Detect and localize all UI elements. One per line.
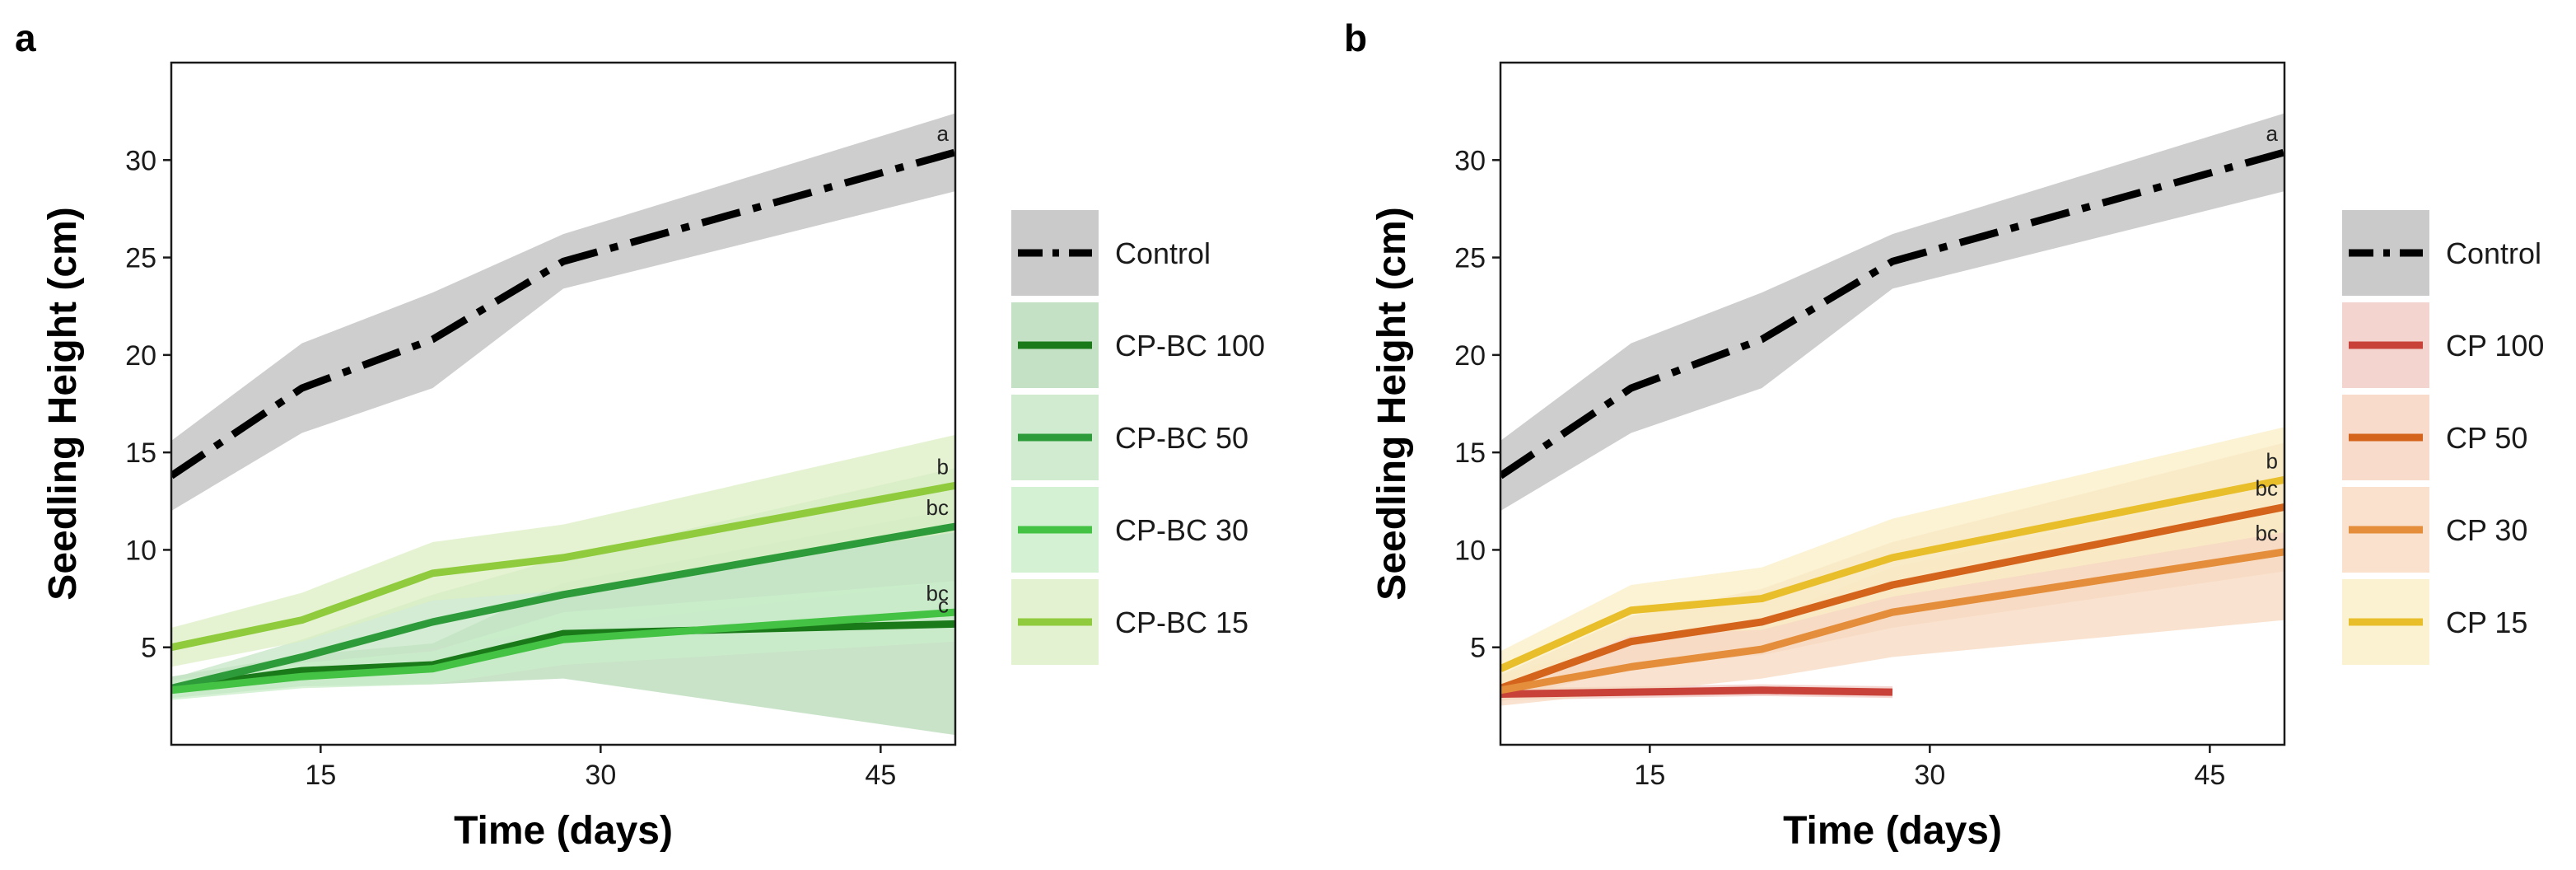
y-tick-label: 10 bbox=[125, 535, 156, 566]
line-cp-100 bbox=[1500, 686, 1893, 698]
sig-label-cp-bc-50: bc bbox=[926, 495, 949, 520]
line-cp-50 bbox=[1500, 503, 2284, 692]
y-tick-label: 20 bbox=[125, 340, 156, 372]
plot-frame bbox=[170, 61, 957, 746]
x-tick-label: 45 bbox=[2194, 760, 2225, 791]
y-axis-title: Seedling Height (cm) bbox=[41, 207, 85, 600]
legend-label: CP 100 bbox=[2446, 329, 2544, 362]
band-cp-bc-15 bbox=[171, 434, 955, 667]
legend-label: Control bbox=[1115, 236, 1211, 270]
x-axis-title: Time (days) bbox=[1783, 809, 2002, 853]
band-control bbox=[1500, 113, 2284, 512]
band-control bbox=[171, 113, 955, 512]
sig-label-cp-bc-15: b bbox=[937, 454, 949, 479]
line-cp-15 bbox=[1500, 475, 2284, 672]
x-tick-label: 30 bbox=[1914, 760, 1945, 791]
series-lines bbox=[171, 148, 955, 695]
series-lines bbox=[1500, 148, 2284, 698]
legend-item-cp-15: CP 15 bbox=[2342, 579, 2527, 665]
legend-label: CP 50 bbox=[2446, 421, 2527, 455]
legend-item-cp-bc-50: CP-BC 50 bbox=[1011, 395, 1248, 480]
panel-letter-a: a bbox=[15, 16, 36, 59]
legend: Control CP 100 CP 50 CP 30 CP 15 bbox=[2342, 210, 2544, 665]
legend-label: CP 15 bbox=[2446, 606, 2527, 639]
x-tick-label: 30 bbox=[585, 760, 616, 791]
y-tick-label: 5 bbox=[141, 633, 156, 664]
panel-letter-b: b bbox=[1344, 16, 1367, 59]
sig-label-cp-50: bc bbox=[2256, 475, 2278, 500]
legend: Control CP-BC 100 CP-BC 50 CP-BC 30 CP-BC 15 bbox=[1011, 210, 1265, 665]
line-control bbox=[1500, 148, 2284, 479]
legend-item-cp-bc-15: CP-BC 15 bbox=[1011, 579, 1248, 665]
x-tick-label: 15 bbox=[305, 760, 336, 791]
y-tick-label: 30 bbox=[125, 145, 156, 176]
line-control bbox=[171, 148, 955, 479]
y-tick-label: 30 bbox=[1454, 145, 1486, 176]
line-cp-30 bbox=[1500, 548, 2284, 695]
legend-item-cp-bc-100: CP-BC 100 bbox=[1011, 302, 1265, 388]
sig-label-control: a bbox=[937, 121, 950, 146]
legend-item-control: Control bbox=[2342, 210, 2541, 296]
y-tick-label: 5 bbox=[1470, 633, 1486, 664]
legend-item-cp-30: CP 30 bbox=[2342, 487, 2527, 573]
y-tick-label: 10 bbox=[1454, 535, 1486, 566]
sig-label-cp-bc-30: bc bbox=[926, 581, 949, 606]
sig-label-cp-30: bc bbox=[2256, 521, 2278, 545]
legend-label: CP-BC 100 bbox=[1115, 329, 1265, 362]
line-cp-bc-15 bbox=[171, 481, 955, 652]
legend-label: CP-BC 30 bbox=[1115, 513, 1248, 547]
line-cp-bc-30 bbox=[171, 608, 955, 695]
y-tick-label: 25 bbox=[1454, 243, 1486, 274]
y-tick-label: 15 bbox=[125, 437, 156, 469]
x-tick-label: 45 bbox=[865, 760, 896, 791]
line-cp-bc-50 bbox=[171, 522, 955, 692]
legend-label: CP-BC 15 bbox=[1115, 606, 1248, 639]
legend-item-cp-50: CP 50 bbox=[2342, 395, 2527, 480]
legend-item-control: Control bbox=[1011, 210, 1211, 296]
sig-label-cp-15: b bbox=[2266, 448, 2278, 473]
y-tick-label: 25 bbox=[125, 243, 156, 274]
legend-item-cp-bc-30: CP-BC 30 bbox=[1011, 487, 1248, 573]
x-tick-label: 15 bbox=[1634, 760, 1665, 791]
y-tick-label: 20 bbox=[1454, 340, 1486, 372]
y-tick-label: 15 bbox=[1454, 437, 1486, 469]
legend-item-cp-100: CP 100 bbox=[2342, 302, 2544, 388]
y-axis-title: Seedling Height (cm) bbox=[1370, 207, 1414, 600]
legend-label: CP-BC 50 bbox=[1115, 421, 1248, 455]
sig-label-cp-bc-100: c bbox=[938, 592, 949, 617]
x-axis-title: Time (days) bbox=[454, 809, 673, 853]
sig-label-control: a bbox=[2266, 121, 2279, 146]
legend-label: Control bbox=[2446, 236, 2541, 270]
plot-frame bbox=[1499, 61, 2286, 746]
legend-label: CP 30 bbox=[2446, 513, 2527, 547]
